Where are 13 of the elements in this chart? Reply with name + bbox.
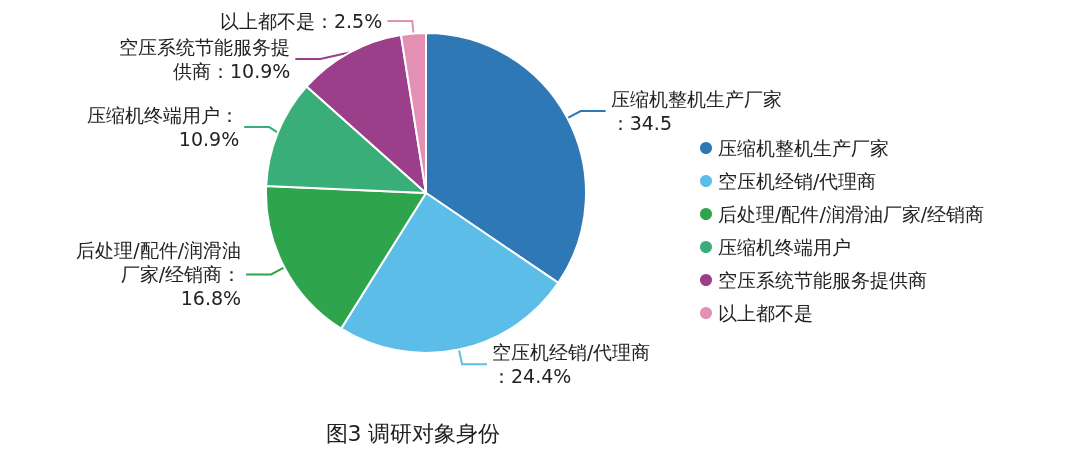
legend-label: 空压机经销/代理商	[718, 170, 877, 192]
legend-label: 后处理/配件/润滑油厂家/经销商	[718, 203, 985, 225]
data-label: 以上都不是：2.5%	[219, 10, 383, 32]
data-label: 后处理/配件/润滑油厂家/经销商：16.8%	[76, 239, 242, 310]
data-label: 空压系统节能服务提供商：10.9%	[119, 36, 291, 82]
data-label: 压缩机整机生产厂家：34.5	[610, 88, 782, 135]
text: 图3 调研对象身份	[325, 420, 501, 446]
legend-label: 压缩机整机生产厂家	[718, 137, 889, 159]
legend-label: 压缩机终端用户	[718, 236, 851, 258]
legend-label: 空压系统节能服务提供商	[718, 269, 927, 291]
legend-label: 以上都不是	[718, 302, 813, 324]
data-label: 空压机经销/代理商：24.4%	[492, 341, 651, 388]
data-label: 压缩机终端用户：10.9%	[87, 104, 240, 151]
